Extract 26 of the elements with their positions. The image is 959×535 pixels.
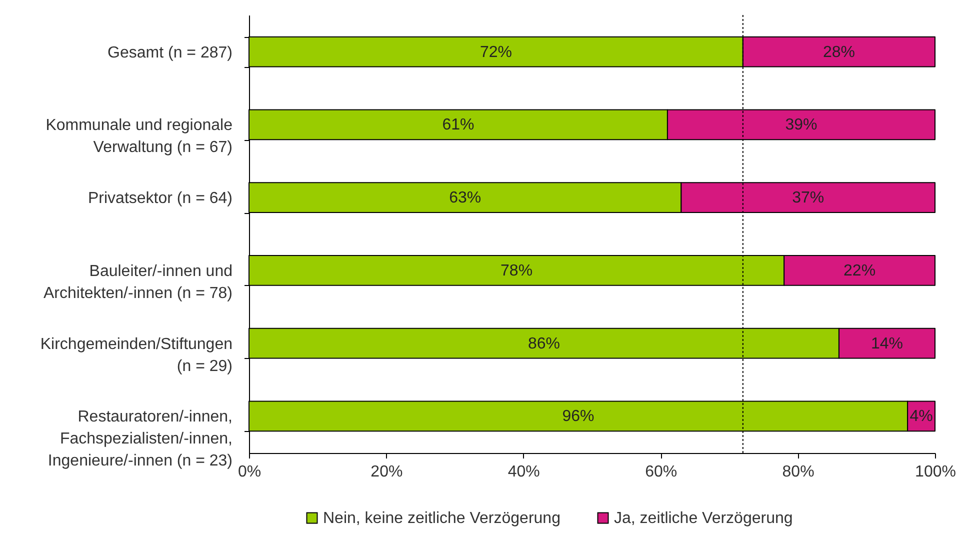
y-tick-label: Bauleiter/-innen und Architekten/-innen (n = 78) [44, 262, 232, 302]
data-label: 86% [528, 335, 560, 352]
y-tick-label: Privatsektor (n = 64) [88, 190, 232, 208]
x-tick-label: 60% [645, 464, 678, 480]
legend-label: Nein, keine zeitliche Verzögerung [323, 510, 560, 527]
x-tick-label: 40% [508, 464, 540, 480]
data-label: 4% [910, 408, 933, 426]
data-label: 72% [480, 44, 512, 61]
data-label: 22% [844, 262, 876, 280]
y-tick-label: Gesamt (n = 287) [108, 44, 232, 62]
data-label: 78% [500, 262, 533, 280]
y-tick-label: Kirchgemeinden/Stiftungen (n = 29) [40, 336, 232, 375]
y-tick-label: Kommunale und regionale Verwaltung (n = 67) [46, 117, 233, 156]
x-tick-label: 100% [915, 464, 956, 480]
x-tick-label: 20% [370, 464, 403, 480]
y-tick-label: Restauratoren/-innen, Fachspezialisten/-innen, Ingenieure/-innen (n = 23) [48, 408, 232, 470]
data-label: 63% [449, 190, 482, 207]
data-label: 39% [785, 116, 818, 134]
data-label: 37% [792, 190, 824, 207]
x-tick-label: 0% [238, 464, 262, 480]
data-label: 61% [442, 116, 474, 134]
data-label: 14% [870, 335, 903, 352]
x-tick-label: 80% [782, 464, 814, 480]
data-label: 96% [562, 408, 594, 426]
data-label: 28% [822, 44, 855, 61]
legend-label: Ja, zeitliche Verzögerung [614, 510, 793, 527]
